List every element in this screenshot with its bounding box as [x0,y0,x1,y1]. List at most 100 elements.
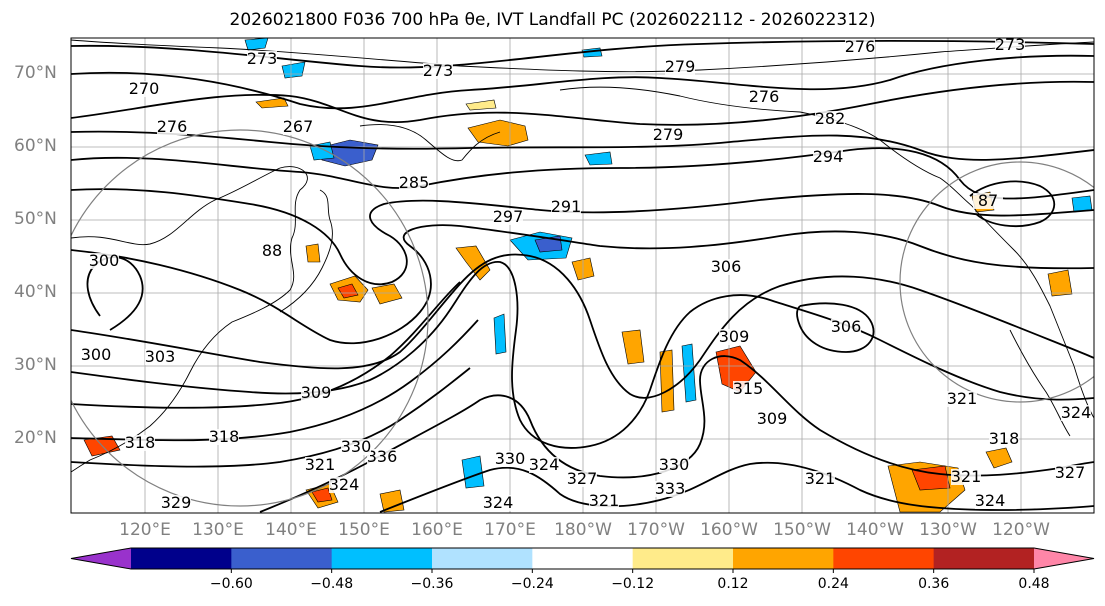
colorbar [70,547,1095,573]
contour-label-bg [659,457,689,473]
contour-label: 336 [367,447,398,466]
contour-label-bg [845,39,875,55]
contour-label-bg [129,81,159,97]
longitude-label: 170°E [484,520,536,540]
shading-patch-lightorange [465,99,497,111]
contour-label: 276 [845,37,876,56]
contour-label-bg [257,243,287,259]
coastline-baja [1009,329,1071,437]
contour-label: 324 [529,455,560,474]
latitude-label: 70°N [14,63,57,83]
colorbar-outline [70,547,1095,570]
contour-line [379,461,1094,513]
coastline-japan [279,189,333,313]
shading-patch-skyblue [584,151,613,166]
contour-label-bg [947,391,977,407]
contour-label-bg [301,385,331,401]
longitude-label: 130°E [192,520,244,540]
contour-label-bg [247,51,277,67]
latitude-label: 30°N [14,355,57,375]
colorbar-tick-label: 0.12 [717,576,749,592]
contour-label-bg [719,329,749,345]
contour-label-bg [529,457,559,473]
contour-label: 279 [653,125,684,144]
contour-label: 267 [283,117,314,136]
contour-label-bg [283,119,313,135]
contour-label-bg [973,193,1003,209]
contour-line [71,188,1094,286]
contour-label-bg [831,319,861,335]
colorbar-tick-label: −0.24 [510,576,554,592]
shading-patch-orange [985,447,1013,469]
colorbar-tick-label: 0.36 [918,576,950,592]
colorbar-segment [733,548,834,569]
colorbar-segment [933,548,1035,569]
contour-label: 291 [551,197,582,216]
contour-label: 306 [831,317,862,336]
colorbar-tick-label: −0.60 [209,576,253,592]
colorbar-tick-label: −0.48 [310,576,354,592]
latitude-label: 60°N [14,136,57,156]
coastline-kamchatka [359,124,501,162]
shading-patch-red [337,283,359,299]
contour-label: 294 [813,147,844,166]
contour-label: 315 [733,379,764,398]
contour-label-bg [145,349,175,365]
contour-label-bg [653,127,683,143]
contour-label: 318 [125,433,156,452]
contour-line [71,367,471,468]
shading-patch-orange [1047,269,1073,297]
contour-label-bg [495,451,525,467]
contour-label: 273 [423,61,454,80]
contour-label: 330 [495,449,526,468]
contour-label: 318 [209,427,240,446]
colorbar-segment [131,548,232,569]
contour-label-bg [567,471,597,487]
contour-label: 324 [975,491,1006,510]
colorbar-tick-label: 0.48 [1018,576,1050,592]
region-outlines [71,129,1094,507]
longitude-label: 160°E [411,520,463,540]
contour-label: 300 [89,251,120,270]
contour-label-bg [305,457,335,473]
longitude-label: 150°E [338,520,390,540]
shading-patch-orange [621,329,645,365]
contour-label: 273 [247,49,278,68]
contour-label: 309 [301,383,332,402]
colorbar-tick-label: −0.12 [611,576,655,592]
colorbar-segment [632,548,734,569]
contour-line [71,224,1094,345]
colorbar-tick-label: −0.36 [410,576,454,592]
contour-label-bg [655,481,685,497]
shading-patch-orange [305,243,321,263]
contour-label-bg [483,495,513,511]
contour-label-bg [329,477,359,493]
contour-label-bg [805,471,835,487]
contour-label-bg [157,119,187,135]
contour-label: 303 [145,347,176,366]
contour-label: 285 [399,173,430,192]
contour-label-bg [367,449,397,465]
contour-label: 321 [589,491,620,510]
contour-label-bg [813,149,843,165]
contour-label: 270 [129,79,160,98]
contour-label: 324 [1061,403,1092,422]
contour-line [71,40,1094,69]
contour-label: 318 [989,429,1020,448]
longitude-label: 140°W [846,520,904,540]
shading-patch-red [311,487,333,503]
contour-label: 327 [1055,463,1086,482]
longitude-label: 130°W [919,520,977,540]
contour-label-bg [1055,465,1085,481]
contour-line [71,80,1094,126]
contour-label-bg [733,381,763,397]
colorbar-extend-max [1034,548,1094,569]
longitude-label: 170°W [627,520,685,540]
contour-label: 276 [157,117,188,136]
contour-label: 279 [665,57,696,76]
contour-line [71,253,1094,399]
contour-line [71,147,1094,200]
colorbar-segment [532,548,634,569]
contour-label-bg [125,435,155,451]
longitude-label: 120°E [119,520,171,540]
